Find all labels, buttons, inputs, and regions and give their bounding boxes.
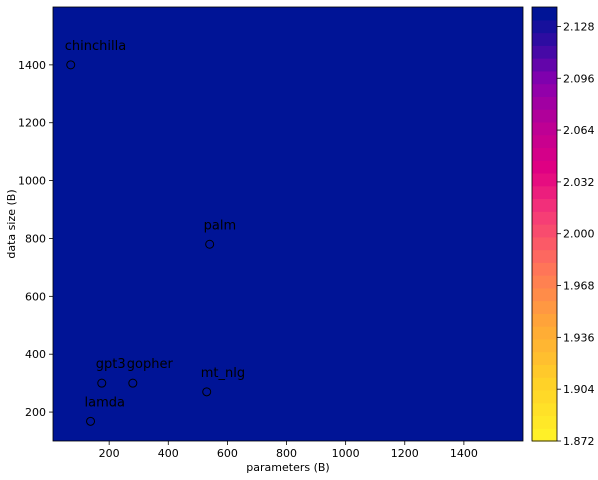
colorbar-band — [532, 45, 557, 59]
x-axis: 200 400 600 800 1000 1200 1400 — [99, 441, 478, 460]
colorbar-band — [532, 262, 557, 276]
point-chinchilla — [66, 60, 76, 70]
colorbar-band — [532, 428, 557, 442]
colorbar-band — [532, 377, 557, 391]
x-tick-label: 200 — [99, 447, 120, 460]
colorbar-tick-label: 2.064 — [563, 124, 595, 137]
colorbar-tick-label: 1.968 — [563, 280, 595, 293]
colorbar-band — [532, 364, 557, 378]
x-tick-label: 800 — [276, 447, 297, 460]
x-tick-label: 1400 — [450, 447, 478, 460]
point-gpt3 — [97, 378, 107, 388]
colorbar-band — [532, 147, 557, 161]
x-tick-label: 1200 — [391, 447, 419, 460]
loss-contour-field — [53, 7, 523, 441]
plot-frame — [52, 6, 524, 442]
colorbar-band — [532, 7, 557, 21]
colorbar-band — [532, 389, 557, 404]
point-label-gopher: gopher — [127, 357, 174, 372]
y-tick-label: 1200 — [18, 117, 46, 130]
colorbar-tick-label: 1.872 — [563, 435, 595, 448]
point-label-gpt3: gpt3 — [96, 357, 126, 372]
y-tick-label: 400 — [25, 348, 46, 361]
x-axis-label: parameters (B) — [246, 461, 329, 474]
colorbar-band — [532, 236, 557, 251]
colorbar-band — [532, 134, 557, 149]
colorbar-band — [532, 32, 557, 46]
point-label-palm: palm — [204, 218, 237, 233]
colorbar-band — [532, 275, 557, 289]
colorbar-band — [532, 338, 557, 353]
y-tick-label: 800 — [25, 232, 46, 245]
contour-image — [53, 7, 523, 441]
point-label-mt_nlg: mt_nlg — [201, 366, 245, 381]
colorbar-tick-label: 1.936 — [563, 331, 595, 344]
colorbar-band — [532, 172, 557, 187]
colorbar-band — [532, 198, 557, 212]
colorbar-band — [532, 121, 557, 136]
y-tick-label: 1000 — [18, 175, 46, 188]
x-tick-label: 600 — [217, 447, 238, 460]
colorbar: 1.872 1.904 1.936 1.968 2.000 2.032 2.064 2.096… — [532, 7, 595, 448]
colorbar-band — [532, 58, 557, 72]
colorbar-tick-label: 2.000 — [563, 228, 595, 241]
colorbar-band — [532, 109, 557, 123]
colorbar-band — [532, 300, 557, 314]
x-tick-label: 400 — [158, 447, 179, 460]
colorbar-band — [532, 287, 557, 302]
colorbar-band — [532, 402, 557, 417]
colorbar-band — [532, 313, 557, 327]
y-tick-label: 600 — [25, 290, 46, 303]
colorbar-band — [532, 326, 557, 340]
colorbar-band — [532, 19, 557, 34]
colorbar-band — [532, 96, 557, 110]
colorbar-tick-label: 2.128 — [563, 20, 595, 33]
y-tick-label: 1400 — [18, 59, 46, 72]
colorbar-tick-label: 2.032 — [563, 176, 595, 189]
colorbar-band — [532, 415, 557, 429]
colorbar-band — [532, 249, 557, 263]
point-lamda — [86, 416, 96, 426]
colorbar-band — [532, 70, 557, 85]
point-mt_nlg — [202, 387, 212, 397]
colorbar-tick-label: 2.096 — [563, 72, 595, 85]
x-tick-label: 1000 — [332, 447, 360, 460]
colorbar-band — [532, 351, 557, 366]
point-gopher — [128, 378, 138, 388]
y-axis-label: data size (B) — [5, 189, 18, 258]
colorbar-band — [532, 224, 557, 238]
colorbar-band — [532, 211, 557, 225]
colorbar-frame — [531, 6, 558, 442]
point-label-chinchilla: chinchilla — [65, 39, 126, 54]
y-axis: 200 400 600 800 1000 1200 1400 — [18, 59, 53, 419]
colorbar-band — [532, 185, 557, 200]
colorbar-band — [532, 83, 557, 97]
point-palm — [205, 239, 215, 249]
y-tick-label: 200 — [25, 406, 46, 419]
colorbar-band — [532, 160, 557, 174]
point-label-lamda: lamda — [85, 395, 125, 410]
colorbar-tick-label: 1.904 — [563, 383, 595, 396]
